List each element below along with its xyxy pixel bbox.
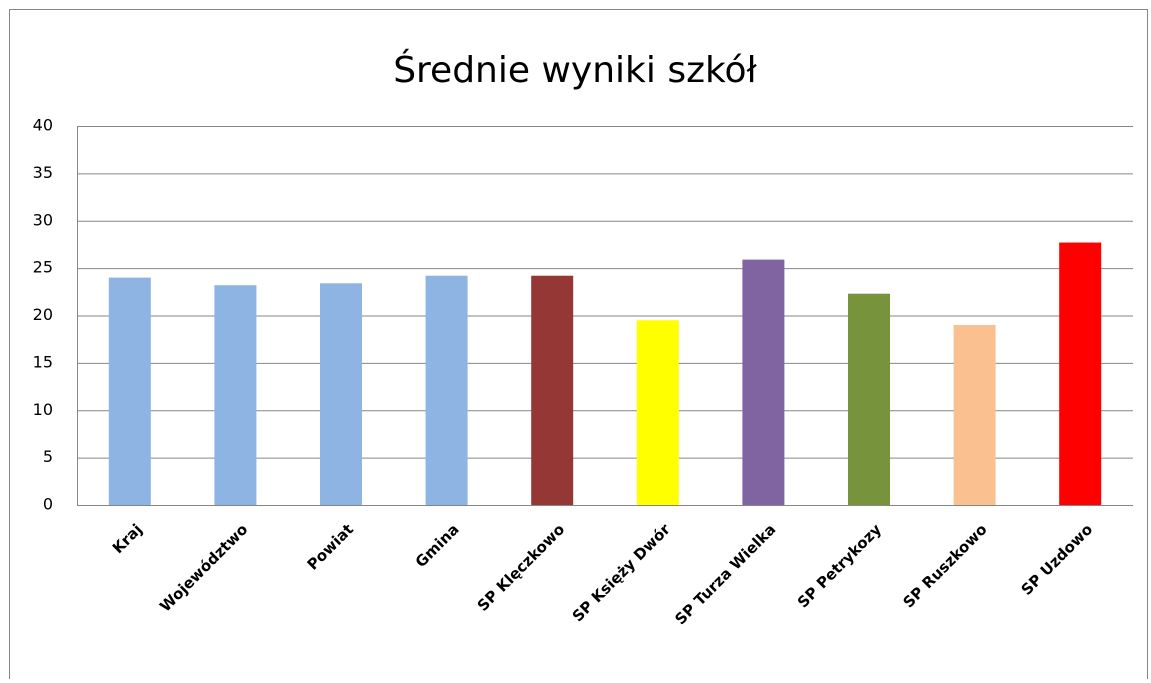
y-tick-label: 30 <box>33 210 53 229</box>
y-tick-label: 40 <box>33 116 53 135</box>
bar <box>425 275 468 505</box>
bar <box>531 275 574 505</box>
bar <box>108 277 151 505</box>
bar <box>742 259 785 505</box>
y-tick-label: 10 <box>33 400 53 419</box>
bar <box>953 324 996 505</box>
y-tick-label: 5 <box>43 447 53 466</box>
bar <box>1059 242 1102 506</box>
y-tick-label: 20 <box>33 305 53 324</box>
bar <box>320 283 362 505</box>
y-tick-label: 35 <box>33 163 53 182</box>
bar <box>214 285 257 505</box>
y-tick-label: 25 <box>33 258 53 277</box>
bar <box>848 293 890 505</box>
bar <box>636 320 679 505</box>
chart-title: Średnie wyniki szkół <box>393 49 757 91</box>
y-tick-label: 15 <box>33 352 53 371</box>
y-tick-label: 0 <box>43 495 53 514</box>
